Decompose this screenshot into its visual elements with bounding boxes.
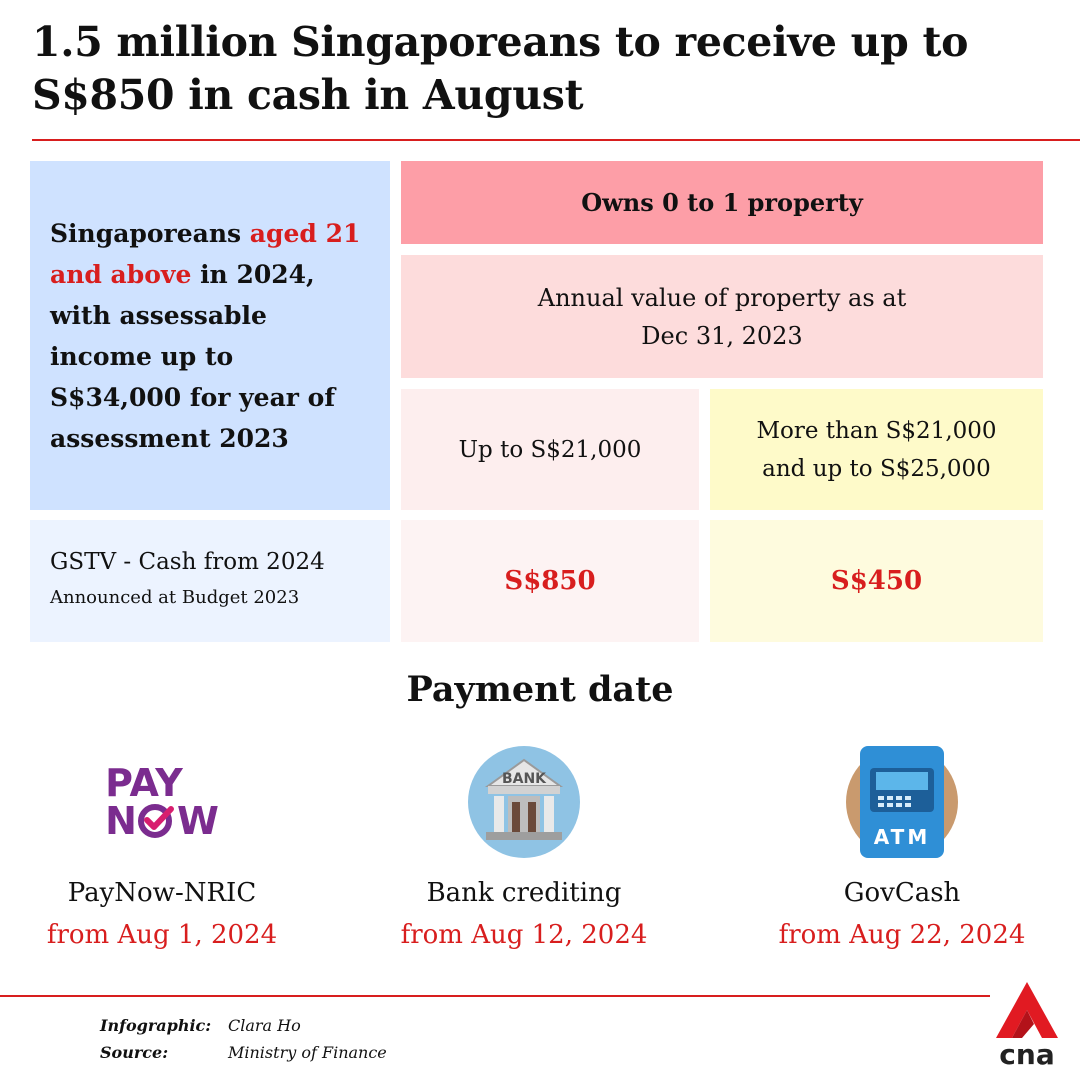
credit-row-source: Source: Ministry of Finance bbox=[100, 1039, 387, 1066]
paynow-name: PayNow-NRIC bbox=[67, 878, 257, 908]
payment-method-govcash: ATM GovCash from Aug 22, 2024 bbox=[748, 742, 1056, 956]
scheme-name: GSTV - Cash from 2024 bbox=[50, 549, 325, 575]
amount-850: S$850 bbox=[401, 520, 699, 642]
amount-450: S$450 bbox=[710, 520, 1043, 642]
paynow-logo-w: W bbox=[176, 799, 219, 843]
column-up-to-21000: Up to S$21,000 bbox=[401, 389, 699, 510]
govcash-name: GovCash bbox=[843, 878, 961, 908]
paynow-date: from Aug 1, 2024 bbox=[46, 920, 278, 950]
cna-logo: cna bbox=[996, 982, 1058, 1071]
credit-label: Source: bbox=[100, 1043, 169, 1062]
credit-row-infographic: Infographic: Clara Ho bbox=[100, 1012, 387, 1039]
scheme-note: Announced at Budget 2023 bbox=[50, 587, 300, 608]
payment-method-paynow: PAY N W PayNow-NRIC from Aug 1, 2024 bbox=[8, 742, 316, 956]
footer-divider bbox=[0, 995, 990, 997]
govcash-date: from Aug 22, 2024 bbox=[778, 920, 1026, 950]
column-21000-to-25000: More than S$21,000 and up to S$25,000 bbox=[710, 389, 1043, 510]
owns-property-header: Owns 0 to 1 property bbox=[401, 161, 1043, 244]
atm-icon: ATM bbox=[846, 746, 958, 858]
atm-icon-label: ATM bbox=[874, 825, 930, 849]
eligibility-cell: Singaporeans aged 21 and above in 2024, … bbox=[30, 161, 390, 510]
bank-date: from Aug 12, 2024 bbox=[400, 920, 648, 950]
bank-icon: BANK bbox=[468, 746, 580, 858]
annual-value-header: Annual value of property as at Dec 31, 2… bbox=[401, 255, 1043, 378]
credit-value: Clara Ho bbox=[228, 1016, 301, 1035]
eligibility-age-highlight: aged 21 and above bbox=[50, 218, 361, 289]
eligibility-text: Singaporeans aged 21 and above in 2024, … bbox=[50, 213, 372, 459]
credit-label: Infographic: bbox=[100, 1016, 212, 1035]
bank-name: Bank crediting bbox=[426, 878, 622, 908]
bank-icon-label: BANK bbox=[502, 771, 547, 787]
eligibility-suffix: in 2024, with assessable income up to S$… bbox=[50, 259, 336, 453]
eligibility-prefix: Singaporeans bbox=[50, 218, 250, 248]
scheme-cell: GSTV - Cash from 2024 Announced at Budge… bbox=[30, 520, 390, 642]
column2-line2: and up to S$25,000 bbox=[762, 455, 991, 482]
credit-value: Ministry of Finance bbox=[228, 1043, 387, 1062]
payment-method-bank: BANK Bank crediting from Aug 12, 2024 bbox=[370, 742, 678, 956]
paynow-logo: PAY N W bbox=[105, 764, 219, 840]
payment-date-heading: Payment date bbox=[406, 669, 674, 710]
annual-value-line1: Annual value of property as at bbox=[537, 283, 907, 312]
page-title: 1.5 million Singaporeans to receive up t… bbox=[32, 18, 969, 119]
credits: Infographic: Clara Ho Source: Ministry o… bbox=[100, 1012, 387, 1066]
paynow-logo-n: N bbox=[105, 799, 137, 843]
title-divider bbox=[32, 139, 1080, 141]
paynow-logo-line1: PAY bbox=[105, 761, 183, 805]
check-circle-icon bbox=[137, 804, 174, 838]
cna-logo-text: cna bbox=[999, 1038, 1054, 1071]
annual-value-line2: Dec 31, 2023 bbox=[641, 321, 803, 350]
column2-line1: More than S$21,000 bbox=[756, 417, 997, 444]
